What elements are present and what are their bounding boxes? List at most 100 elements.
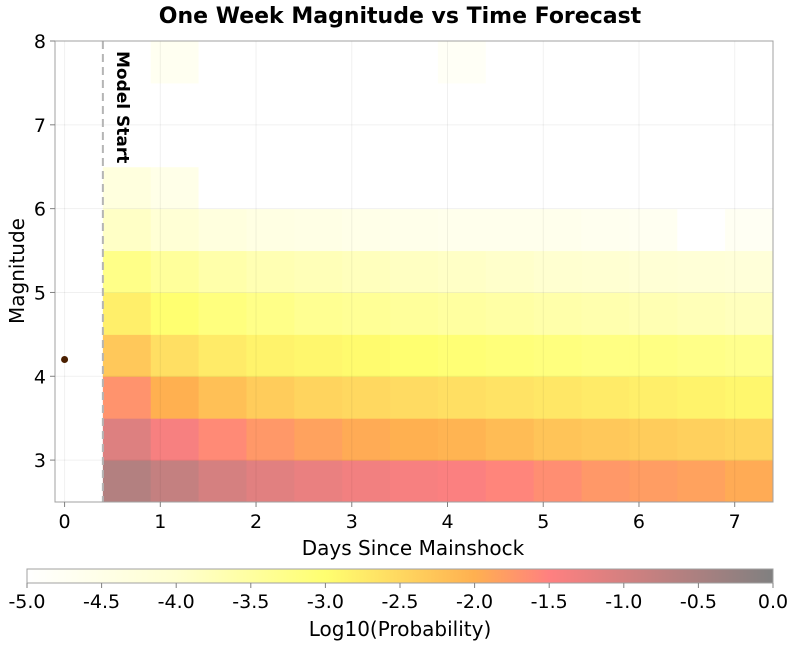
heatmap-cell (581, 166, 630, 210)
x-tick-label: 2 (250, 511, 262, 533)
heatmap-cell (677, 41, 726, 84)
heatmap-cell (342, 334, 391, 377)
heatmap-cell (725, 41, 774, 84)
heatmap-cell (198, 334, 247, 377)
heatmap-cell (533, 460, 583, 503)
mainshock-point (61, 356, 69, 364)
heatmap-cell (102, 166, 152, 210)
heatmap-cell (725, 166, 774, 210)
colorbar-tick-label: -4.0 (158, 591, 195, 613)
heatmap-cell (629, 166, 678, 210)
colorbar-tick-label: -1.5 (531, 591, 568, 613)
heatmap-cell (390, 82, 439, 126)
colorbar-tick-label: -3.5 (232, 591, 269, 613)
heatmap-cell (294, 418, 343, 461)
heatmap-cell (677, 292, 726, 335)
x-axis-ticks: 0 1 2 3 4 5 6 7 (59, 502, 741, 533)
heatmap-cell (342, 376, 391, 419)
heatmap-cell (102, 376, 152, 419)
heatmap-cell (294, 208, 343, 252)
heatmap-cell (342, 166, 391, 210)
heatmap-cell (725, 418, 774, 461)
heatmap-cell (437, 292, 487, 335)
heatmap-cell (581, 376, 630, 419)
heatmap-cell (294, 124, 343, 168)
heatmap-cell (677, 376, 726, 419)
heatmap-cell (246, 41, 295, 84)
y-axis-ticks: 3 4 5 6 7 8 (34, 31, 55, 472)
y-tick-label: 7 (34, 115, 46, 137)
heatmap-cell (677, 166, 726, 210)
heatmap-cell (629, 292, 678, 335)
heatmap-cell (581, 460, 630, 503)
heatmap-cell (150, 292, 200, 335)
heatmap-cell (677, 250, 726, 293)
heatmap-cell (150, 41, 200, 84)
heatmap-cell (533, 208, 583, 252)
heatmap-cell (294, 376, 343, 419)
y-axis-label: Magnitude (5, 218, 29, 324)
heatmap-cell (390, 418, 439, 461)
heatmap-cell (150, 334, 200, 377)
chart-title: One Week Magnitude vs Time Forecast (159, 4, 642, 29)
heatmap-cell (677, 418, 726, 461)
heatmap-cell (246, 334, 295, 377)
heatmap-cell (581, 250, 630, 293)
heatmap-cell (390, 460, 439, 503)
heatmap-cell (102, 334, 152, 377)
heatmap-cell (485, 334, 535, 377)
heatmap-cell (437, 376, 487, 419)
heatmap-cell (677, 208, 726, 252)
heatmap-cell (246, 124, 295, 168)
heatmap-cell (390, 334, 439, 377)
heatmap-cell (533, 166, 583, 210)
heatmap-cell (294, 41, 343, 84)
heatmap-cell (294, 292, 343, 335)
heatmap-cell (677, 124, 726, 168)
heatmap-cell (725, 124, 774, 168)
y-tick-label: 8 (34, 31, 46, 53)
heatmap-cell (102, 208, 152, 252)
x-tick-label: 3 (346, 511, 358, 533)
colorbar-tick-label: -5.0 (8, 591, 45, 613)
heatmap-cell (390, 376, 439, 419)
heatmap-cell (677, 460, 726, 503)
heatmap-cell (437, 124, 487, 168)
colorbar-tick-label: -2.5 (381, 591, 418, 613)
colorbar-tick-label: -4.5 (83, 591, 120, 613)
heatmap-cell (485, 292, 535, 335)
heatmap-cell (485, 208, 535, 252)
colorbar-tick-label: -2.0 (456, 591, 493, 613)
colorbar-tick-label: -3.0 (307, 591, 344, 613)
heatmap-cell (485, 82, 535, 126)
heatmap-cell (725, 82, 774, 126)
heatmap-cell (437, 334, 487, 377)
heatmap-cell (485, 460, 535, 503)
heatmap-cell (533, 82, 583, 126)
heatmap-cell (533, 250, 583, 293)
y-tick-label: 3 (34, 450, 46, 472)
heatmap-cell (294, 166, 343, 210)
heatmap-cell (533, 334, 583, 377)
heatmap-cell (437, 208, 487, 252)
heatmap-cell (725, 208, 774, 252)
heatmap-cell (725, 460, 774, 503)
heatmap-cell (342, 292, 391, 335)
colorbar-tick-label: -1.0 (605, 591, 642, 613)
heatmap-cell (342, 460, 391, 503)
heatmap-cell (198, 292, 247, 335)
heatmap-cell (581, 418, 630, 461)
heatmap-cell (198, 208, 247, 252)
heatmap-cell (725, 250, 774, 293)
heatmap-cell (533, 292, 583, 335)
heatmap-cell (485, 41, 535, 84)
heatmap-cell (581, 334, 630, 377)
x-tick-label: 4 (441, 511, 453, 533)
heatmap-cell (246, 208, 295, 252)
heatmap-cell (198, 250, 247, 293)
heatmap-cell (533, 418, 583, 461)
heatmap-cell (342, 41, 391, 84)
heatmap-cell (246, 418, 295, 461)
heatmap-cell (629, 334, 678, 377)
